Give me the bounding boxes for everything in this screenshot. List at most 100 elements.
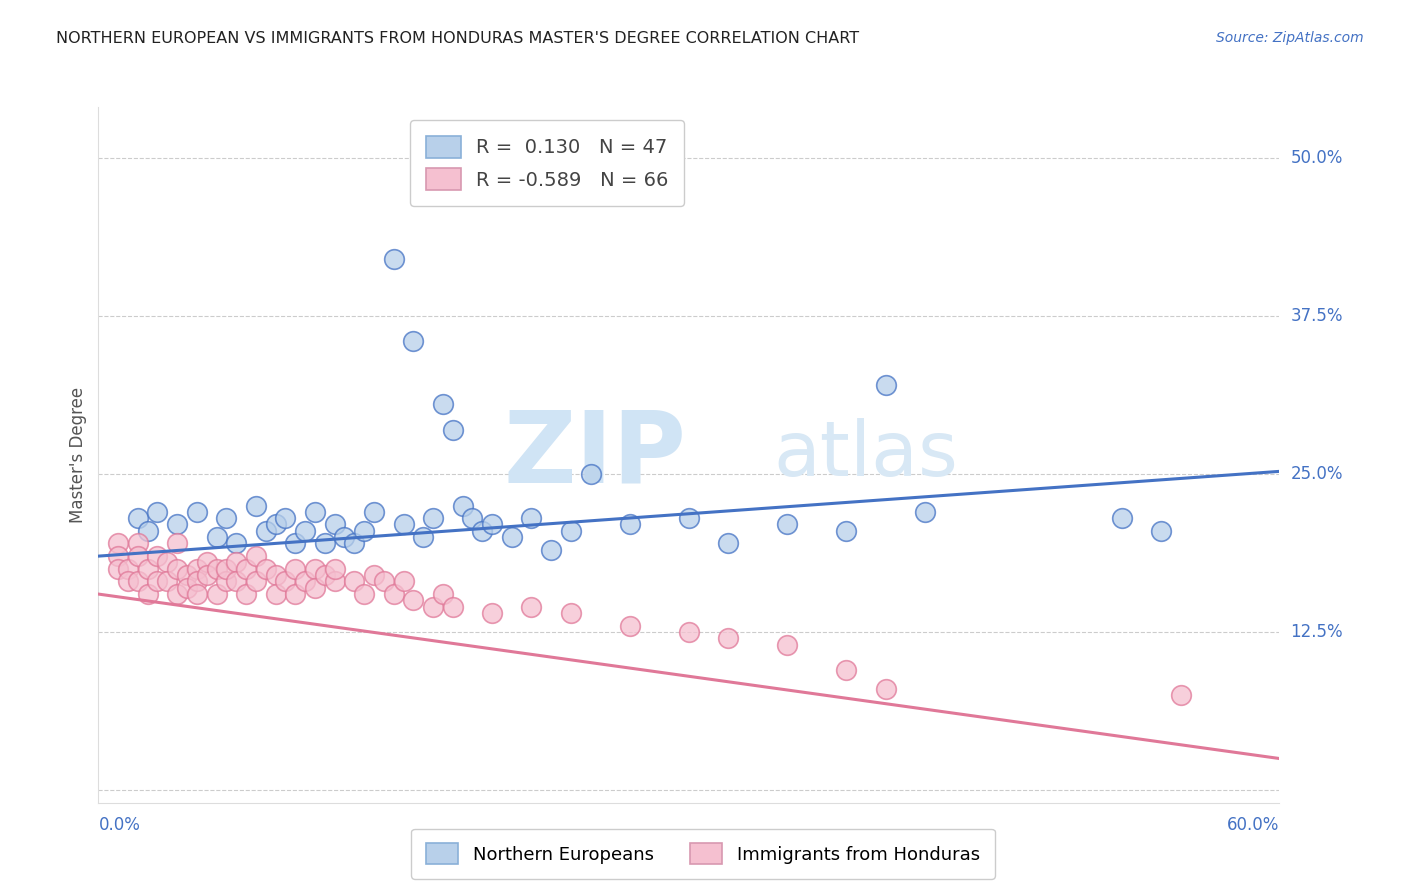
Point [619, 618, 641, 632]
Point [254, 562, 277, 576]
Point [392, 517, 415, 532]
Point [776, 517, 799, 532]
Point [501, 530, 523, 544]
Point [225, 574, 247, 589]
Point [284, 562, 307, 576]
Point [835, 663, 858, 677]
Point [117, 574, 139, 589]
Point [284, 536, 307, 550]
Point [304, 562, 326, 576]
Point [451, 499, 474, 513]
Point [1111, 511, 1133, 525]
Point [481, 517, 503, 532]
Point [294, 524, 316, 538]
Point [235, 562, 257, 576]
Text: 25.0%: 25.0% [1291, 465, 1343, 483]
Text: 50.0%: 50.0% [1291, 149, 1343, 167]
Text: 60.0%: 60.0% [1227, 816, 1279, 834]
Point [422, 511, 444, 525]
Point [363, 568, 385, 582]
Point [875, 378, 897, 392]
Point [294, 574, 316, 589]
Point [176, 568, 198, 582]
Text: ZIP: ZIP [503, 407, 686, 503]
Point [402, 334, 425, 348]
Point [432, 397, 454, 411]
Point [304, 581, 326, 595]
Point [156, 556, 179, 570]
Point [520, 599, 543, 614]
Point [441, 423, 464, 437]
Point [264, 517, 287, 532]
Point [382, 587, 405, 601]
Point [560, 606, 582, 620]
Point [146, 549, 169, 563]
Point [205, 562, 228, 576]
Point [107, 549, 129, 563]
Point [186, 587, 208, 601]
Point [107, 562, 129, 576]
Point [678, 511, 700, 525]
Point [323, 517, 346, 532]
Point [166, 517, 188, 532]
Point [343, 536, 366, 550]
Point [776, 638, 799, 652]
Point [117, 562, 139, 576]
Point [461, 511, 484, 525]
Point [520, 511, 543, 525]
Point [333, 530, 356, 544]
Point [717, 632, 740, 646]
Point [136, 562, 159, 576]
Point [225, 556, 247, 570]
Point [166, 536, 188, 550]
Point [471, 524, 494, 538]
Point [382, 252, 405, 266]
Point [215, 562, 238, 576]
Point [441, 599, 464, 614]
Point [402, 593, 425, 607]
Point [245, 549, 267, 563]
Y-axis label: Master's Degree: Master's Degree [69, 387, 87, 523]
Point [166, 562, 188, 576]
Point [875, 681, 897, 696]
Text: 12.5%: 12.5% [1291, 623, 1343, 641]
Point [363, 505, 385, 519]
Point [245, 574, 267, 589]
Point [225, 536, 247, 550]
Point [323, 574, 346, 589]
Point [195, 556, 218, 570]
Point [195, 568, 218, 582]
Point [205, 530, 228, 544]
Point [136, 524, 159, 538]
Point [314, 536, 336, 550]
Point [186, 574, 208, 589]
Point [186, 505, 208, 519]
Point [678, 625, 700, 640]
Point [560, 524, 582, 538]
Text: 0.0%: 0.0% [98, 816, 141, 834]
Point [215, 574, 238, 589]
Point [540, 542, 562, 557]
Point [373, 574, 395, 589]
Legend: R =  0.130   N = 47, R = -0.589   N = 66: R = 0.130 N = 47, R = -0.589 N = 66 [411, 120, 685, 206]
Point [835, 524, 858, 538]
Point [481, 606, 503, 620]
Point [176, 581, 198, 595]
Point [127, 574, 149, 589]
Legend: Northern Europeans, Immigrants from Honduras: Northern Europeans, Immigrants from Hond… [412, 829, 994, 879]
Point [146, 574, 169, 589]
Point [274, 511, 297, 525]
Point [156, 574, 179, 589]
Point [914, 505, 936, 519]
Point [264, 568, 287, 582]
Point [215, 511, 238, 525]
Point [323, 562, 346, 576]
Point [186, 562, 208, 576]
Point [353, 524, 375, 538]
Point [432, 587, 454, 601]
Point [579, 467, 602, 481]
Point [107, 536, 129, 550]
Point [412, 530, 434, 544]
Point [245, 499, 267, 513]
Point [717, 536, 740, 550]
